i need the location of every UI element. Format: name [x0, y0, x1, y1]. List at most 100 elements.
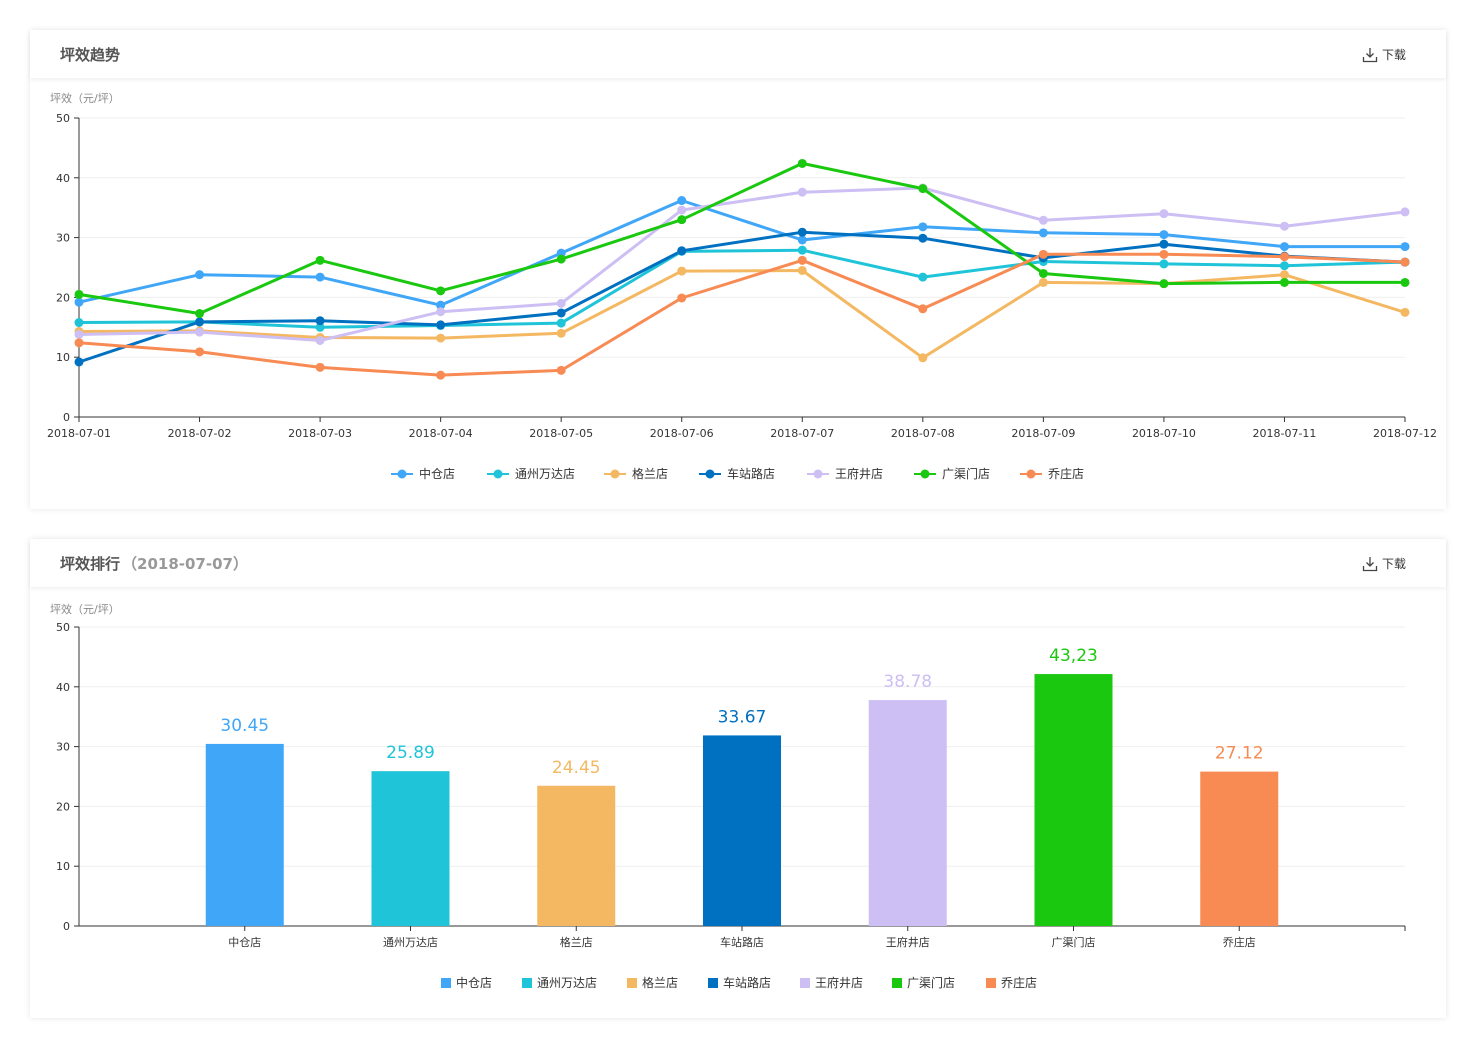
- y-tick-label: 10: [56, 351, 70, 364]
- legend-label: 通州万达店: [537, 976, 597, 990]
- x-tick-label: 2018-07-11: [1252, 427, 1316, 440]
- data-point: [918, 233, 928, 243]
- data-point: [797, 158, 807, 168]
- x-tick-label: 2018-07-08: [891, 427, 955, 440]
- x-tick-label: 2018-07-09: [1011, 427, 1075, 440]
- y-tick-label: 10: [56, 860, 70, 873]
- data-point: [918, 353, 928, 363]
- x-tick-label: 车站路店: [720, 935, 764, 949]
- data-point: [195, 317, 205, 327]
- y-tick-label: 0: [63, 920, 70, 933]
- rank-card-date: （2018-07-07）: [122, 555, 248, 573]
- data-point: [195, 347, 205, 357]
- data-point: [1279, 221, 1289, 231]
- data-point: [436, 370, 446, 380]
- x-tick-label: 2018-07-01: [47, 427, 111, 440]
- data-point: [74, 338, 84, 348]
- data-point: [1159, 249, 1169, 259]
- legend-label: 王府井店: [835, 466, 883, 481]
- download-label: 下载: [1381, 557, 1406, 571]
- x-tick-label: 2018-07-10: [1132, 427, 1196, 440]
- legend-label: 广渠门店: [942, 466, 990, 481]
- bar: [205, 743, 284, 926]
- data-point: [556, 308, 566, 318]
- data-point: [436, 333, 446, 343]
- x-tick-label: 王府井店: [886, 935, 930, 949]
- series-line: [78, 252, 1406, 377]
- data-point: [1159, 259, 1169, 269]
- data-point: [918, 272, 928, 282]
- legend-marker: [493, 469, 503, 479]
- data-point: [1159, 239, 1169, 249]
- series-line: [78, 199, 1405, 307]
- legend-swatch: [441, 978, 451, 988]
- bar: [703, 735, 781, 926]
- legend-swatch: [986, 978, 996, 988]
- legend-label: 格兰店: [632, 466, 668, 481]
- x-tick-label: 中仓店: [228, 935, 261, 949]
- y-tick-label: 40: [56, 681, 70, 694]
- data-point: [797, 227, 807, 237]
- x-tick-label: 2018-07-02: [168, 427, 232, 440]
- legend-marker: [1026, 469, 1036, 479]
- x-tick-label: 格兰店: [560, 935, 593, 949]
- bar-value-label: 30.45: [220, 716, 269, 736]
- trend-download-button[interactable]: 下载: [1362, 46, 1406, 63]
- rank-download-button[interactable]: 下载: [1362, 555, 1406, 572]
- legend-label: 车站路店: [727, 466, 775, 481]
- data-point: [436, 300, 446, 310]
- y-tick-label: 30: [56, 232, 70, 245]
- data-point: [74, 329, 84, 339]
- bar-value-label: 38.78: [883, 672, 932, 692]
- series-line: [78, 161, 1405, 315]
- data-point: [315, 272, 325, 282]
- data-point: [556, 298, 566, 308]
- legend-label: 乔庄店: [1001, 975, 1037, 990]
- data-point: [436, 320, 446, 330]
- bar-value-label: 27.12: [1215, 744, 1264, 764]
- rank-card-header: 坪效排行 （2018-07-07） 下载: [30, 539, 1446, 587]
- trend-y-unit-label: 坪效（元/坪）: [50, 92, 120, 105]
- data-point: [797, 265, 807, 275]
- legend-label: 格兰店: [642, 975, 678, 990]
- data-point: [1400, 257, 1410, 267]
- data-point: [797, 245, 807, 255]
- data-point: [1038, 249, 1048, 259]
- trend-card: 坪效趋势 下载 坪效（元/坪） 0 10 20 30 40 50 2018-07-01 201…: [30, 30, 1446, 509]
- data-point: [556, 365, 566, 375]
- data-point: [1279, 252, 1289, 262]
- data-point: [797, 235, 807, 245]
- x-tick-label: 2018-07-12: [1373, 427, 1437, 440]
- data-point: [1038, 228, 1048, 238]
- x-tick-label: 广渠门店: [1052, 935, 1096, 949]
- y-tick-label: 0: [63, 411, 70, 424]
- legend-swatch: [708, 978, 718, 988]
- data-point: [1038, 215, 1048, 225]
- x-tick-label: 2018-07-05: [529, 427, 593, 440]
- trend-line-chart: 0 10 20 30 40 50 2018-07-01 2018-07-02 2018-07-0…: [47, 112, 1437, 481]
- data-point: [436, 286, 446, 296]
- download-icon: [1362, 556, 1378, 572]
- data-point: [556, 328, 566, 338]
- data-point: [1279, 270, 1289, 280]
- legend-marker: [920, 469, 930, 479]
- bar-value-label: 33.67: [718, 707, 767, 727]
- data-point: [677, 196, 687, 206]
- data-point: [1279, 261, 1289, 271]
- x-tick-label: 乔庄店: [1223, 935, 1256, 949]
- legend-swatch: [892, 978, 902, 988]
- x-tick-label: 2018-07-04: [409, 427, 473, 440]
- legend-marker: [705, 469, 715, 479]
- data-point: [918, 222, 928, 232]
- data-point: [918, 184, 928, 194]
- data-point: [1159, 230, 1169, 240]
- bar-value-label: 24.45: [552, 758, 601, 778]
- x-tick-label: 2018-07-06: [650, 427, 714, 440]
- data-point: [677, 266, 687, 276]
- data-point: [1159, 209, 1169, 219]
- x-tick-label: 通州万达店: [383, 935, 438, 949]
- data-point: [1279, 277, 1289, 287]
- trend-card-title: 坪效趋势: [60, 46, 121, 64]
- legend-swatch: [522, 978, 532, 988]
- y-tick-label: 50: [56, 621, 70, 634]
